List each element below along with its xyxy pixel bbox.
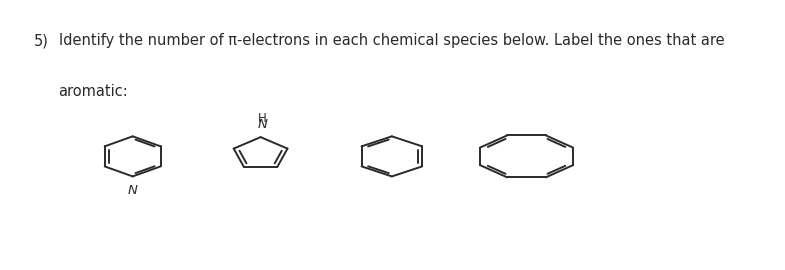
Text: N: N [128, 184, 137, 197]
Text: 5): 5) [34, 33, 49, 48]
Text: N: N [257, 118, 268, 131]
Text: H: H [258, 112, 267, 125]
Text: aromatic:: aromatic: [59, 84, 129, 99]
Text: Identify the number of π-electrons in each chemical species below. Label the one: Identify the number of π-electrons in ea… [59, 33, 725, 48]
